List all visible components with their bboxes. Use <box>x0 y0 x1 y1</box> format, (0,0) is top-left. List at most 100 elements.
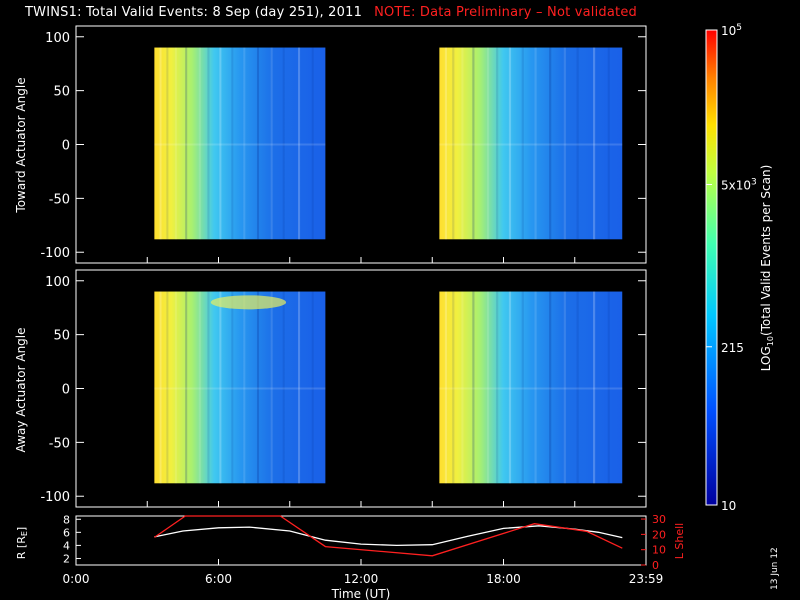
toward-stripe <box>185 47 188 240</box>
toward-stripe <box>549 47 552 240</box>
toward-stripe <box>461 47 464 240</box>
away-y-axis: 100 50 0 -50 -100 <box>40 275 646 507</box>
away-ytick-label: -100 <box>40 490 70 505</box>
toward-stripe <box>159 47 162 240</box>
away-stripe <box>607 291 610 484</box>
toward-stripe <box>174 47 177 240</box>
toward-stripe <box>166 47 169 240</box>
away-stripe <box>508 291 512 484</box>
colorbar-tick-base: 10 <box>721 499 736 513</box>
away-stripe <box>231 291 234 484</box>
away-ytick-label: -50 <box>49 436 70 451</box>
away-stripe <box>166 291 169 484</box>
orbit-ylabel-left-end: ] <box>15 527 28 531</box>
orbit-ytick-right-label: 30 <box>652 513 666 526</box>
away-ytick-label: 100 <box>45 275 70 290</box>
colorbar-tick-label: 10 <box>721 499 736 513</box>
toward-stripe <box>576 47 579 240</box>
away-stripe <box>311 291 314 484</box>
away-stripe <box>521 291 524 484</box>
date-stamp: 13 Jun 12 <box>770 547 780 590</box>
toward-data-block-1 <box>439 47 623 240</box>
orbit-ytick-right-label: 20 <box>652 528 666 541</box>
toward-stripe <box>311 47 314 240</box>
toward-stripe <box>472 47 475 240</box>
away-stripe <box>486 291 490 484</box>
colorbar-tick-exp: 3 <box>751 177 757 187</box>
x-tick-label: 0:00 <box>63 572 90 586</box>
orbit-ylabel-left-sub: E <box>20 531 29 536</box>
away-stripe <box>174 291 177 484</box>
away-stripe <box>270 291 273 484</box>
colorbar-tick-label: 105 <box>721 23 742 38</box>
chart-title: TWINS1: Total Valid Events: 8 Sep (day 2… <box>25 5 637 20</box>
orbit-ytick-right-label: 10 <box>652 544 666 557</box>
toward-stripe <box>219 47 222 240</box>
toward-stripe <box>198 47 201 240</box>
colorbar-ticks: 105 5x103 215 10 <box>706 23 757 513</box>
toward-stripe <box>486 47 490 240</box>
colorbar <box>705 29 718 506</box>
x-tick-label: 18:00 <box>486 572 521 586</box>
orbit-ylabel-right: L Shell <box>673 523 686 559</box>
away-stripe <box>563 291 566 484</box>
away-stripe <box>198 291 201 484</box>
orbit-lines <box>154 515 623 557</box>
toward-ytick-label: -50 <box>49 192 70 207</box>
away-ytick-label: 0 <box>62 383 70 398</box>
away-stripe <box>472 291 475 484</box>
toward-stripe <box>607 47 610 240</box>
toward-ytick-label: 0 <box>62 139 70 154</box>
x-tick-label: 6:00 <box>205 572 232 586</box>
away-stripe <box>452 291 455 484</box>
toward-ytick-label: 50 <box>53 85 70 100</box>
colorbar-tick-label: 215 <box>721 341 744 355</box>
away-heatmap-blocks <box>154 291 623 484</box>
x-tick-label: 12:00 <box>344 572 379 586</box>
toward-stripe <box>243 47 246 240</box>
title-note: NOTE: Data Preliminary – Not validated <box>374 5 637 20</box>
orbit-ytick-left-label: 8 <box>63 513 70 526</box>
toward-stripe <box>282 47 285 240</box>
toward-heatmap-blocks <box>154 47 623 240</box>
toward-stripe <box>563 47 566 240</box>
colorbar-label: LOG10(Total Valid Events per Scan) <box>759 165 775 372</box>
away-stripe <box>219 291 222 484</box>
orbit-ytick-left-label: 2 <box>63 552 70 565</box>
away-ylabel: Away Actuator Angle <box>14 327 28 452</box>
away-stripe <box>159 291 162 484</box>
colorbar-tick-base: 215 <box>721 341 744 355</box>
title-main: TWINS1: Total Valid Events: 8 Sep (day 2… <box>25 5 363 20</box>
x-axis-label: Time (UT) <box>331 587 391 600</box>
toward-stripe <box>452 47 455 240</box>
colorbar-label-rest: (Total Valid Events per Scan) <box>759 165 773 336</box>
toward-ytick-label: 100 <box>45 31 70 46</box>
orbit-panel-frame <box>75 515 647 566</box>
away-stripe <box>444 291 448 484</box>
away-stripe <box>549 291 552 484</box>
toward-ylabel: Toward Actuator Angle <box>14 77 28 213</box>
colorbar-label-sub: 10 <box>766 336 775 346</box>
colorbar-label-main: LOG <box>759 346 773 371</box>
away-stripe <box>243 291 246 484</box>
toward-stripe <box>521 47 524 240</box>
colorbar-tick-exp: 5 <box>736 23 742 33</box>
toward-stripe <box>508 47 512 240</box>
colorbar-tick-label: 5x103 <box>721 177 757 192</box>
orbit-ytick-right-label: 0 <box>652 559 659 572</box>
toward-y-axis: 100 50 0 -50 -100 <box>40 31 646 263</box>
away-stripe <box>256 291 260 484</box>
away-ytick-label: 50 <box>53 329 70 344</box>
series-l-shell <box>154 515 623 557</box>
away-stripe <box>207 291 210 484</box>
away-stripe <box>185 291 188 484</box>
toward-stripe <box>231 47 234 240</box>
toward-stripe <box>270 47 273 240</box>
toward-stripe <box>534 47 537 240</box>
orbit-ylabel-left-main: R [R <box>15 536 28 559</box>
toward-stripe <box>444 47 448 240</box>
toward-stripe <box>592 47 596 240</box>
orbit-ytick-left-label: 6 <box>63 526 70 539</box>
colorbar-tick-base: 5x10 <box>721 178 751 192</box>
